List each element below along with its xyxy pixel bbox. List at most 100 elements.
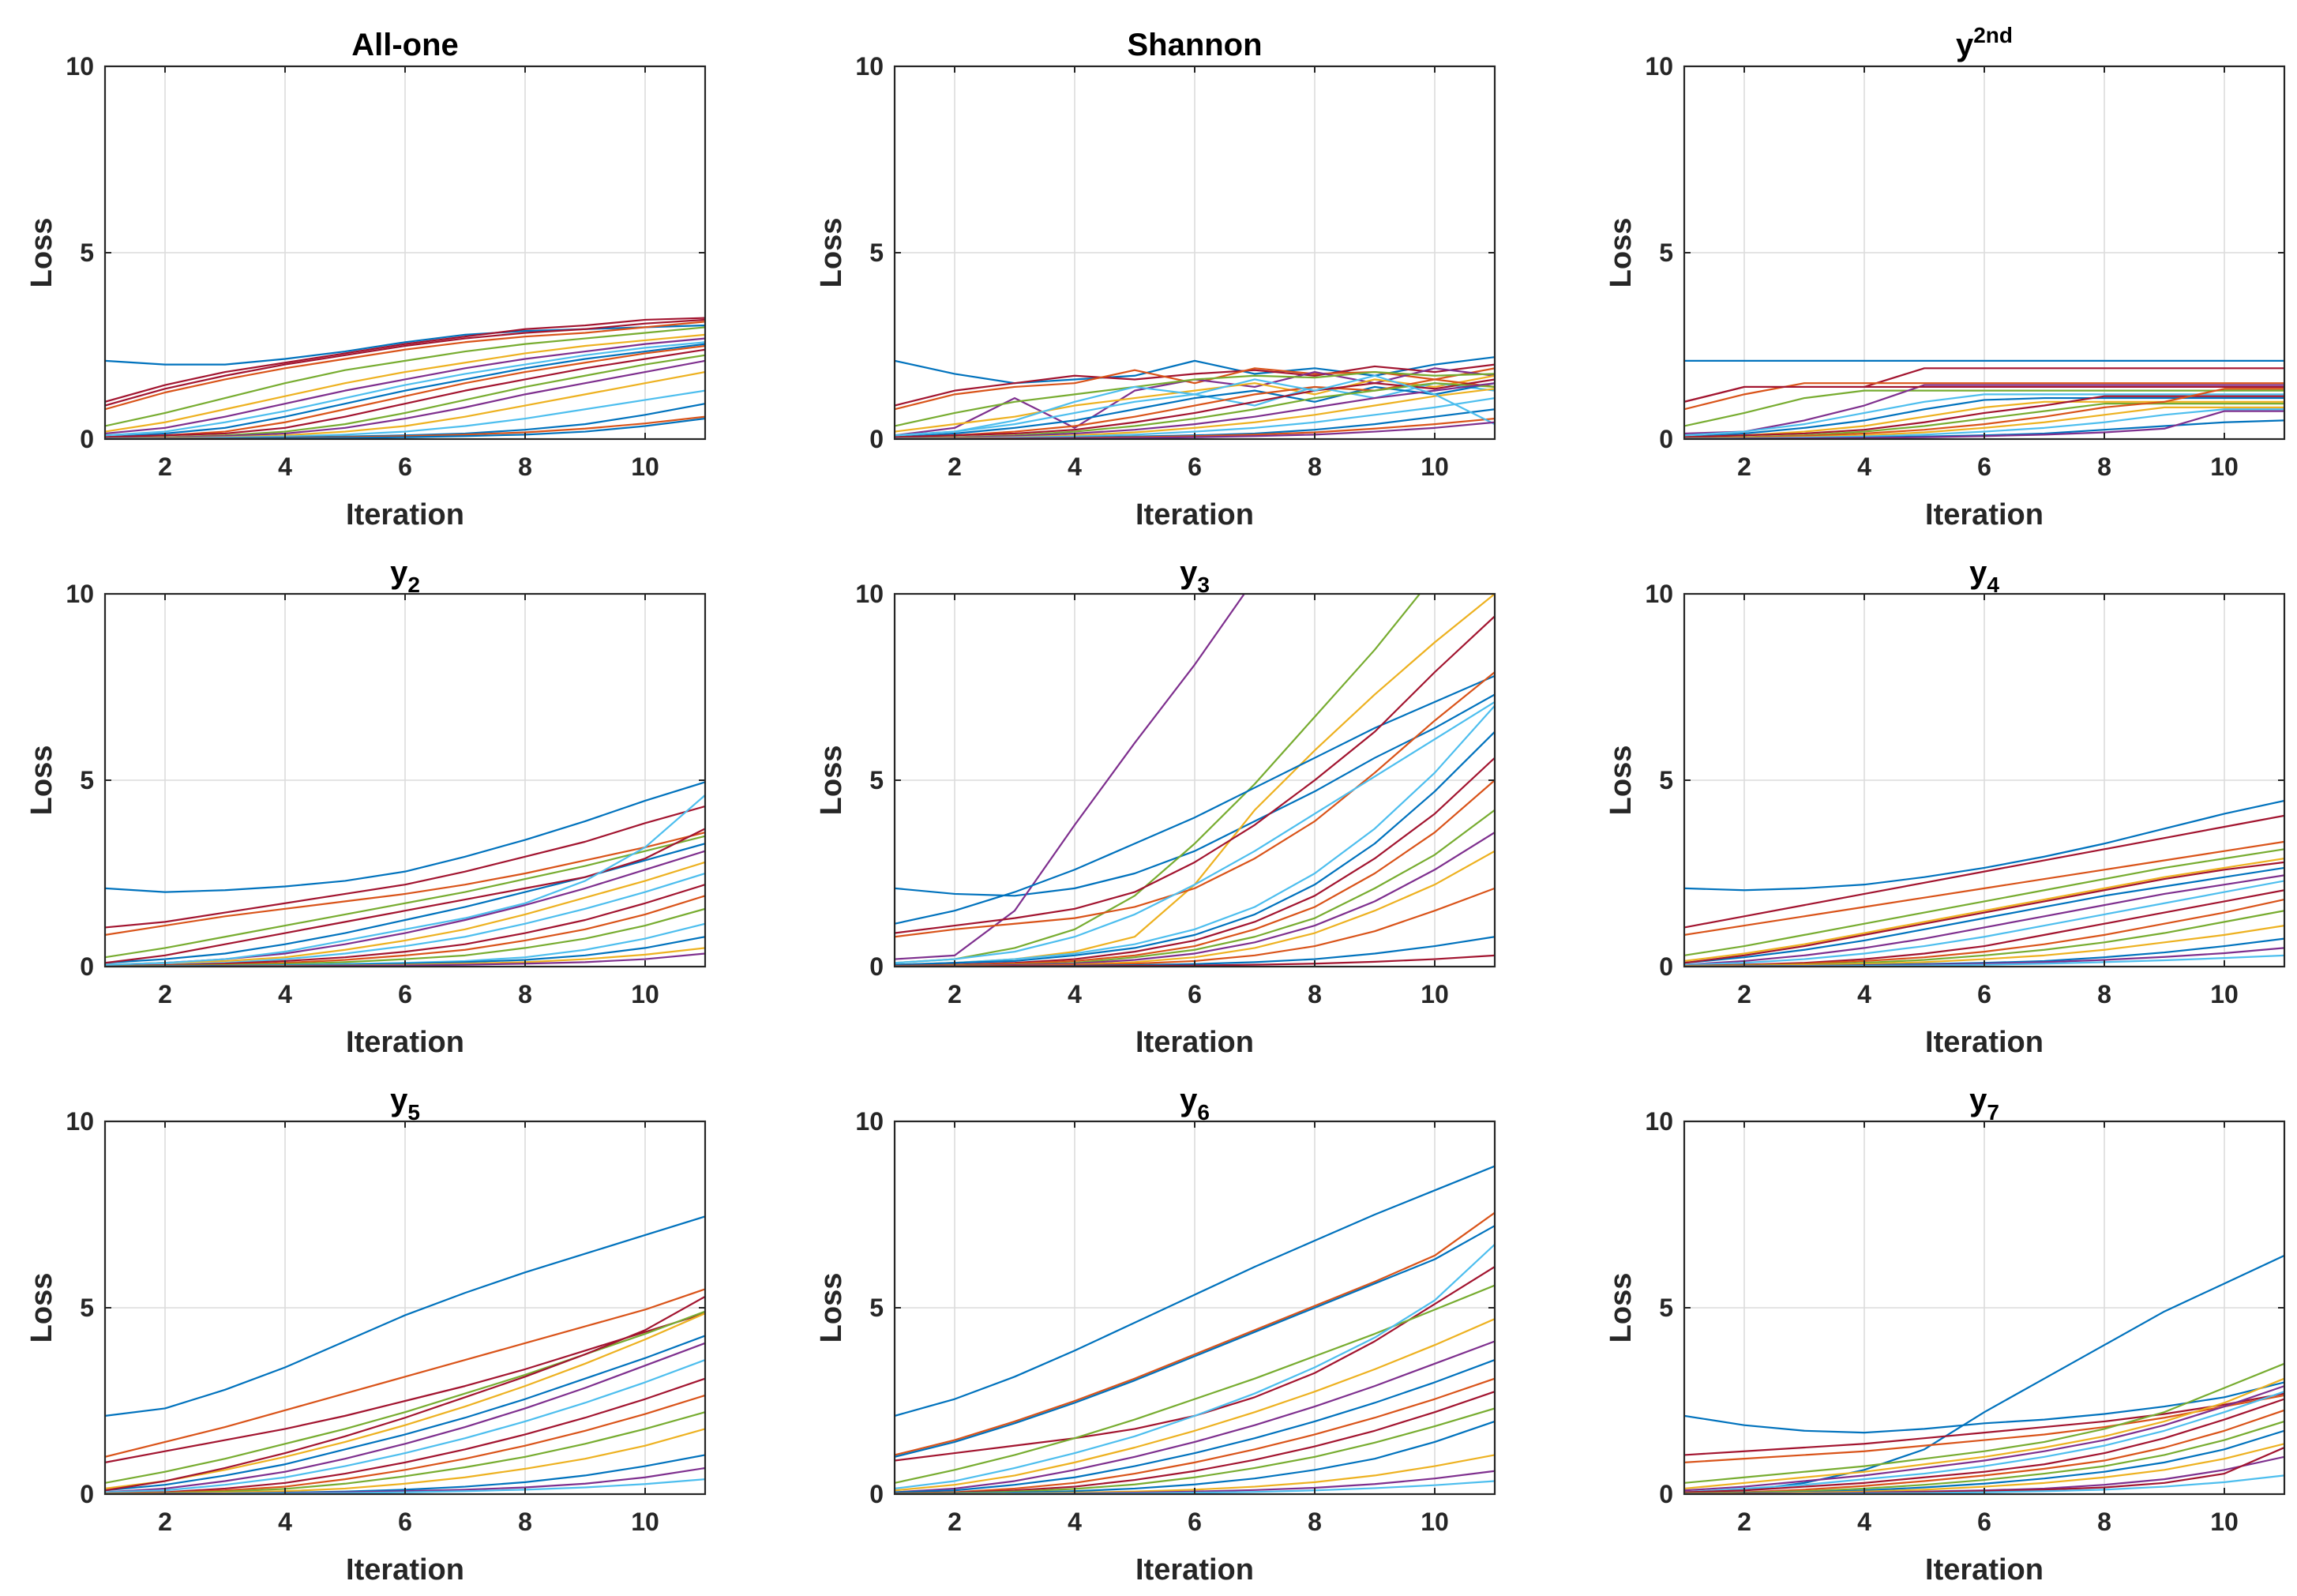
tick-marks — [895, 1121, 1495, 1495]
x-tick-label: 8 — [2097, 980, 2111, 1008]
chart-title-superscript: 2nd — [1973, 23, 2013, 47]
series-line-s7 — [1684, 874, 2284, 966]
series-line-s6 — [1684, 393, 2284, 437]
series-line-s16 — [105, 1295, 705, 1492]
chart-panel-3: 2 4 6 8 10 0 5 10 Iteration Loss y2nd — [1605, 23, 2286, 531]
series-line-s1 — [105, 781, 705, 893]
x-tick-label: 4 — [278, 453, 292, 481]
chart-title: y5 — [390, 1083, 420, 1125]
series-line-s10 — [105, 348, 705, 438]
x-tick-label: 2 — [948, 980, 962, 1008]
tick-marks — [1684, 66, 2284, 440]
chart-title-base: y — [1956, 28, 1974, 62]
series-line-s5 — [105, 333, 705, 433]
x-tick-label: 8 — [1308, 453, 1322, 481]
series-line-s3 — [895, 594, 1421, 964]
chart-panel-5: 2 4 6 8 10 0 5 10 Iteration Loss y3 — [815, 555, 1496, 1059]
series-line-s11 — [895, 779, 1495, 967]
chart-title: y7 — [1969, 1083, 1999, 1125]
x-tick-label: 4 — [1857, 1508, 1871, 1536]
chart-title-base: y — [1969, 555, 1987, 590]
x-tick-label: 4 — [1068, 453, 1082, 481]
gridlines — [105, 66, 705, 440]
x-tick-label: 8 — [518, 453, 532, 481]
x-tick-label: 2 — [158, 1508, 172, 1536]
series-group — [1684, 1254, 2284, 1494]
series-line-s10 — [105, 1394, 705, 1494]
series-line-s8 — [1684, 1391, 2284, 1493]
series-group — [895, 594, 1495, 967]
x-tick-label: 6 — [398, 453, 412, 481]
series-line-s1 — [895, 693, 1495, 897]
series-line-s5 — [1684, 858, 2284, 963]
tick-marks — [1684, 1121, 2284, 1495]
y-axis-label: Loss — [1605, 745, 1638, 816]
y-tick-label: 5 — [869, 766, 884, 794]
x-axis-label: Iteration — [1925, 1026, 2044, 1059]
chart-title-base: y — [390, 1083, 408, 1117]
y-tick-label: 10 — [855, 52, 884, 81]
chart-title: y2nd — [1956, 23, 2013, 62]
gridlines — [1684, 1121, 2284, 1495]
y-tick-label: 5 — [1659, 238, 1673, 267]
series-line-s9 — [895, 730, 1495, 966]
x-tick-label: 6 — [1188, 980, 1202, 1008]
x-tick-label: 4 — [278, 980, 292, 1008]
chart-title-subscript: 6 — [1197, 1100, 1210, 1125]
y-tick-label: 10 — [855, 1107, 884, 1136]
x-tick-label: 2 — [158, 453, 172, 481]
chart-title: All-one — [351, 28, 459, 62]
x-tick-label: 10 — [2210, 980, 2239, 1008]
tick-marks — [1684, 593, 2284, 967]
x-tick-label: 6 — [1188, 453, 1202, 481]
y-axis-label: Loss — [815, 1273, 848, 1343]
x-tick-label: 6 — [1977, 453, 1991, 481]
y-tick-label: 0 — [1659, 425, 1673, 453]
x-axis-label: Iteration — [1925, 498, 2044, 531]
x-tick-label: 6 — [1188, 1508, 1202, 1536]
series-line-s11 — [1684, 1420, 2284, 1494]
chart-title: y2 — [390, 555, 420, 597]
chart-title-base: y — [1180, 1083, 1198, 1117]
x-tick-label: 8 — [518, 980, 532, 1008]
y-tick-label: 5 — [869, 1294, 884, 1322]
series-line-s9 — [895, 378, 1495, 438]
x-tick-label: 2 — [1737, 453, 1751, 481]
series-line-s16 — [1684, 385, 2284, 403]
tick-marks — [105, 593, 705, 967]
chart-title-base: All-one — [351, 28, 459, 62]
y-tick-label: 10 — [1645, 52, 1673, 81]
tick-marks — [895, 66, 1495, 440]
x-tick-label: 6 — [398, 980, 412, 1008]
y-axis-label: Loss — [25, 1273, 58, 1343]
chart-title: Shannon — [1127, 28, 1262, 62]
series-line-s2 — [895, 1211, 1495, 1456]
series-line-s1 — [105, 1215, 705, 1417]
y-tick-label: 10 — [1645, 580, 1673, 608]
x-tick-label: 10 — [1421, 1508, 1449, 1536]
series-line-s7 — [105, 861, 705, 966]
tick-marks — [895, 593, 1495, 967]
chart-title: y3 — [1180, 555, 1210, 597]
x-tick-label: 4 — [278, 1508, 292, 1536]
y-tick-label: 5 — [1659, 766, 1673, 794]
x-tick-label: 2 — [1737, 980, 1751, 1008]
x-axis-label: Iteration — [346, 498, 464, 531]
y-tick-label: 0 — [869, 425, 884, 453]
series-line-s4 — [105, 835, 705, 959]
series-line-s9 — [1684, 1398, 2284, 1493]
chart-panel-2: 2 4 6 8 10 0 5 10 Iteration Loss Shannon — [815, 28, 1496, 531]
y-axis-label: Loss — [815, 745, 848, 816]
x-tick-label: 8 — [2097, 453, 2111, 481]
series-line-s7 — [105, 341, 705, 437]
x-tick-label: 2 — [948, 1508, 962, 1536]
x-tick-label: 10 — [631, 453, 659, 481]
y-tick-label: 0 — [869, 1480, 884, 1508]
x-tick-label: 4 — [1857, 980, 1871, 1008]
series-line-s2 — [895, 363, 1495, 407]
series-line-s1 — [895, 356, 1495, 385]
